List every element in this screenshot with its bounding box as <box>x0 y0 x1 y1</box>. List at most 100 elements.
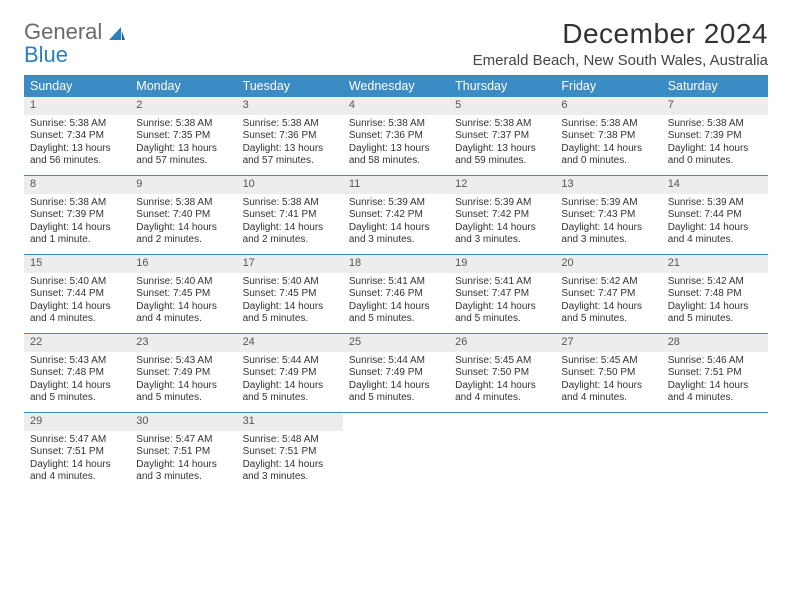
day-cell: 22Sunrise: 5:43 AMSunset: 7:48 PMDayligh… <box>24 334 130 412</box>
weekday-header-row: Sunday Monday Tuesday Wednesday Thursday… <box>24 75 768 97</box>
daylight-text: Daylight: 14 hours and 5 minutes. <box>243 380 337 405</box>
sunrise-text: Sunrise: 5:38 AM <box>243 118 337 131</box>
sunrise-text: Sunrise: 5:48 AM <box>243 434 337 447</box>
sunset-text: Sunset: 7:34 PM <box>30 130 124 143</box>
sunrise-text: Sunrise: 5:44 AM <box>243 355 337 368</box>
sunrise-text: Sunrise: 5:40 AM <box>136 276 230 289</box>
empty-cell <box>449 413 555 491</box>
sun-info: Sunrise: 5:40 AMSunset: 7:44 PMDaylight:… <box>24 273 130 330</box>
sunset-text: Sunset: 7:45 PM <box>243 288 337 301</box>
day-cell: 29Sunrise: 5:47 AMSunset: 7:51 PMDayligh… <box>24 413 130 491</box>
sun-info: Sunrise: 5:39 AMSunset: 7:42 PMDaylight:… <box>343 194 449 251</box>
week-row: 29Sunrise: 5:47 AMSunset: 7:51 PMDayligh… <box>24 412 768 491</box>
day-number: 26 <box>449 334 555 352</box>
day-cell: 3Sunrise: 5:38 AMSunset: 7:36 PMDaylight… <box>237 97 343 175</box>
sunset-text: Sunset: 7:50 PM <box>455 367 549 380</box>
day-number: 10 <box>237 176 343 194</box>
sunrise-text: Sunrise: 5:42 AM <box>668 276 762 289</box>
daylight-text: Daylight: 14 hours and 5 minutes. <box>455 301 549 326</box>
sun-info: Sunrise: 5:38 AMSunset: 7:37 PMDaylight:… <box>449 115 555 172</box>
sun-info: Sunrise: 5:38 AMSunset: 7:34 PMDaylight:… <box>24 115 130 172</box>
page-title: December 2024 <box>473 18 768 50</box>
sunrise-text: Sunrise: 5:40 AM <box>30 276 124 289</box>
sunset-text: Sunset: 7:41 PM <box>243 209 337 222</box>
sunrise-text: Sunrise: 5:43 AM <box>30 355 124 368</box>
daylight-text: Daylight: 14 hours and 4 minutes. <box>668 222 762 247</box>
day-cell: 25Sunrise: 5:44 AMSunset: 7:49 PMDayligh… <box>343 334 449 412</box>
sail-icon <box>109 24 125 45</box>
sun-info: Sunrise: 5:42 AMSunset: 7:47 PMDaylight:… <box>555 273 661 330</box>
day-number: 31 <box>237 413 343 431</box>
sunrise-text: Sunrise: 5:41 AM <box>349 276 443 289</box>
brand-text: General Blue <box>24 22 125 66</box>
day-cell: 27Sunrise: 5:45 AMSunset: 7:50 PMDayligh… <box>555 334 661 412</box>
day-number: 6 <box>555 97 661 115</box>
day-number: 21 <box>662 255 768 273</box>
sunset-text: Sunset: 7:44 PM <box>30 288 124 301</box>
day-number: 28 <box>662 334 768 352</box>
daylight-text: Daylight: 14 hours and 2 minutes. <box>136 222 230 247</box>
daylight-text: Daylight: 13 hours and 57 minutes. <box>136 143 230 168</box>
daylight-text: Daylight: 14 hours and 5 minutes. <box>349 301 443 326</box>
day-number: 5 <box>449 97 555 115</box>
sun-info: Sunrise: 5:38 AMSunset: 7:40 PMDaylight:… <box>130 194 236 251</box>
daylight-text: Daylight: 14 hours and 5 minutes. <box>30 380 124 405</box>
daylight-text: Daylight: 14 hours and 5 minutes. <box>349 380 443 405</box>
sun-info: Sunrise: 5:38 AMSunset: 7:36 PMDaylight:… <box>237 115 343 172</box>
day-cell: 7Sunrise: 5:38 AMSunset: 7:39 PMDaylight… <box>662 97 768 175</box>
day-number: 15 <box>24 255 130 273</box>
day-cell: 15Sunrise: 5:40 AMSunset: 7:44 PMDayligh… <box>24 255 130 333</box>
sun-info: Sunrise: 5:40 AMSunset: 7:45 PMDaylight:… <box>130 273 236 330</box>
day-number: 20 <box>555 255 661 273</box>
sunset-text: Sunset: 7:48 PM <box>30 367 124 380</box>
sun-info: Sunrise: 5:38 AMSunset: 7:35 PMDaylight:… <box>130 115 236 172</box>
day-number: 1 <box>24 97 130 115</box>
weekday-header: Thursday <box>449 75 555 97</box>
daylight-text: Daylight: 13 hours and 56 minutes. <box>30 143 124 168</box>
sunset-text: Sunset: 7:48 PM <box>668 288 762 301</box>
daylight-text: Daylight: 14 hours and 4 minutes. <box>668 380 762 405</box>
location-text: Emerald Beach, New South Wales, Australi… <box>473 52 768 69</box>
sun-info: Sunrise: 5:38 AMSunset: 7:39 PMDaylight:… <box>24 194 130 251</box>
sunrise-text: Sunrise: 5:38 AM <box>30 197 124 210</box>
day-number: 8 <box>24 176 130 194</box>
daylight-text: Daylight: 14 hours and 1 minute. <box>30 222 124 247</box>
day-number: 11 <box>343 176 449 194</box>
sunrise-text: Sunrise: 5:45 AM <box>561 355 655 368</box>
day-number: 7 <box>662 97 768 115</box>
day-cell: 4Sunrise: 5:38 AMSunset: 7:36 PMDaylight… <box>343 97 449 175</box>
sun-info: Sunrise: 5:38 AMSunset: 7:36 PMDaylight:… <box>343 115 449 172</box>
sunrise-text: Sunrise: 5:39 AM <box>455 197 549 210</box>
sunrise-text: Sunrise: 5:39 AM <box>561 197 655 210</box>
day-cell: 6Sunrise: 5:38 AMSunset: 7:38 PMDaylight… <box>555 97 661 175</box>
week-row: 15Sunrise: 5:40 AMSunset: 7:44 PMDayligh… <box>24 254 768 333</box>
title-block: December 2024 Emerald Beach, New South W… <box>473 18 768 69</box>
sunrise-text: Sunrise: 5:38 AM <box>243 197 337 210</box>
calendar: Sunday Monday Tuesday Wednesday Thursday… <box>24 75 768 491</box>
day-number: 24 <box>237 334 343 352</box>
sun-info: Sunrise: 5:47 AMSunset: 7:51 PMDaylight:… <box>130 431 236 488</box>
day-number: 16 <box>130 255 236 273</box>
sunrise-text: Sunrise: 5:47 AM <box>136 434 230 447</box>
day-cell: 13Sunrise: 5:39 AMSunset: 7:43 PMDayligh… <box>555 176 661 254</box>
weekday-header: Wednesday <box>343 75 449 97</box>
weekday-header: Saturday <box>662 75 768 97</box>
sunrise-text: Sunrise: 5:41 AM <box>455 276 549 289</box>
day-number: 4 <box>343 97 449 115</box>
sunset-text: Sunset: 7:43 PM <box>561 209 655 222</box>
empty-cell <box>555 413 661 491</box>
sunset-text: Sunset: 7:45 PM <box>136 288 230 301</box>
sun-info: Sunrise: 5:38 AMSunset: 7:39 PMDaylight:… <box>662 115 768 172</box>
sunset-text: Sunset: 7:51 PM <box>668 367 762 380</box>
day-number: 3 <box>237 97 343 115</box>
daylight-text: Daylight: 14 hours and 3 minutes. <box>349 222 443 247</box>
sunset-text: Sunset: 7:38 PM <box>561 130 655 143</box>
daylight-text: Daylight: 14 hours and 0 minutes. <box>668 143 762 168</box>
daylight-text: Daylight: 14 hours and 3 minutes. <box>136 459 230 484</box>
daylight-text: Daylight: 13 hours and 57 minutes. <box>243 143 337 168</box>
week-row: 8Sunrise: 5:38 AMSunset: 7:39 PMDaylight… <box>24 175 768 254</box>
day-cell: 30Sunrise: 5:47 AMSunset: 7:51 PMDayligh… <box>130 413 236 491</box>
sunset-text: Sunset: 7:50 PM <box>561 367 655 380</box>
sunrise-text: Sunrise: 5:39 AM <box>668 197 762 210</box>
sun-info: Sunrise: 5:38 AMSunset: 7:38 PMDaylight:… <box>555 115 661 172</box>
